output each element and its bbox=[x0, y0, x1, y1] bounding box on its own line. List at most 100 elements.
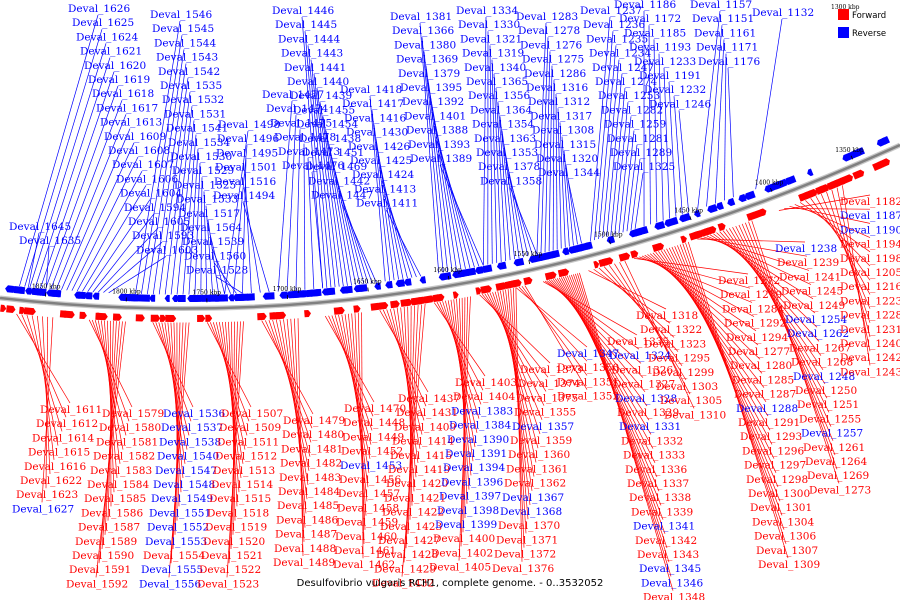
label-leader-line bbox=[230, 321, 238, 550]
tick-label: 1500 kbp bbox=[594, 231, 623, 238]
gene-label: Deval_1591 bbox=[69, 564, 131, 576]
forward-gene-arrow bbox=[0, 304, 7, 312]
gene-label: Deval_1383 bbox=[451, 405, 513, 417]
gene-label: Deval_1481 bbox=[281, 443, 343, 455]
label-leader-line bbox=[433, 122, 471, 269]
label-leader-line bbox=[565, 164, 578, 245]
forward-gene-arrow bbox=[79, 311, 87, 319]
gene-label: Deval_1286 bbox=[524, 68, 586, 80]
label-leader-line bbox=[316, 87, 344, 287]
label-leader-line bbox=[423, 51, 449, 272]
label-leader-line bbox=[624, 260, 695, 409]
label-leader-line bbox=[555, 93, 558, 250]
gene-label: Deval_1416 bbox=[344, 112, 406, 124]
label-leader-line bbox=[618, 116, 632, 234]
gene-label: Deval_1281 bbox=[607, 133, 669, 145]
reverse-gene-arrow bbox=[738, 193, 747, 203]
gene-label: Deval_1428 bbox=[376, 549, 438, 561]
gene-label: Deval_1237 bbox=[580, 5, 642, 17]
gene-label: Deval_1351 bbox=[557, 376, 619, 388]
reverse-gene-arrow bbox=[707, 204, 718, 213]
label-leader-line bbox=[499, 116, 515, 260]
label-leader-line bbox=[382, 309, 427, 407]
label-leader-line bbox=[557, 108, 562, 249]
gene-label: Deval_1247 bbox=[592, 62, 654, 74]
label-leader-line bbox=[709, 234, 814, 300]
gene-label: Deval_1515 bbox=[209, 493, 271, 505]
reverse-gene-arrow bbox=[172, 295, 178, 302]
label-leader-line bbox=[173, 322, 180, 507]
gene-label: Deval_1473 bbox=[278, 146, 340, 158]
label-leader-line bbox=[268, 320, 312, 443]
label-leader-line bbox=[182, 134, 197, 295]
gene-label: Deval_1272 bbox=[718, 275, 780, 287]
label-leader-line bbox=[307, 45, 332, 288]
label-leader-line bbox=[501, 130, 520, 259]
label-leader-line bbox=[598, 45, 617, 240]
gene-label: Deval_1627 bbox=[12, 503, 74, 515]
gene-label: Deval_1241 bbox=[779, 271, 841, 283]
gene-label: Deval_1427 bbox=[378, 535, 440, 547]
gene-label: Deval_1308 bbox=[532, 125, 594, 137]
gene-label: Deval_1236 bbox=[583, 19, 645, 31]
label-leader-line bbox=[379, 310, 429, 393]
gene-label: Deval_1580 bbox=[99, 422, 161, 434]
forward-gene-arrow bbox=[304, 310, 311, 318]
gene-label: Deval_1330 bbox=[458, 19, 520, 31]
gene-label: Deval_1622 bbox=[20, 475, 82, 487]
label-leader-line bbox=[716, 232, 818, 328]
gene-label: Deval_1553 bbox=[145, 536, 207, 548]
gene-label: Deval_1335 bbox=[607, 336, 669, 348]
forward-gene-arrow bbox=[160, 314, 167, 322]
forward-gene-arrow bbox=[436, 293, 445, 302]
label-leader-line bbox=[141, 35, 183, 295]
forward-gene-arrow bbox=[338, 306, 345, 315]
gene-label: Deval_1232 bbox=[644, 84, 706, 96]
gene-label: Deval_1264 bbox=[805, 456, 867, 468]
reverse-gene-arrow bbox=[279, 291, 288, 299]
gene-label: Deval_1614 bbox=[32, 432, 94, 444]
gene-label: Deval_1171 bbox=[696, 42, 758, 54]
gene-label: Deval_1405 bbox=[429, 562, 491, 574]
label-leader-line bbox=[21, 314, 67, 418]
label-leader-line bbox=[678, 110, 690, 213]
gene-label: Deval_1487 bbox=[275, 529, 337, 541]
label-leader-line bbox=[697, 10, 721, 210]
forward-gene-arrow bbox=[452, 291, 459, 299]
label-leader-line bbox=[325, 130, 357, 285]
label-leader-line bbox=[544, 51, 551, 253]
gene-label: Deval_1611 bbox=[40, 404, 102, 416]
gene-label: Deval_1520 bbox=[203, 536, 265, 548]
gene-label: Deval_1423 bbox=[380, 521, 442, 533]
gene-label: Deval_1374 bbox=[518, 378, 580, 390]
gene-label: Deval_1593 bbox=[132, 230, 194, 242]
gene-label: Deval_1507 bbox=[221, 408, 283, 420]
gene-label: Deval_1274 bbox=[595, 76, 657, 88]
gene-label: Deval_1268 bbox=[791, 357, 853, 369]
gene-label: Deval_1474 bbox=[266, 103, 328, 115]
gene-label: Deval_1585 bbox=[84, 493, 146, 505]
gene-label: Deval_1356 bbox=[468, 90, 530, 102]
forward-gene-arrow bbox=[840, 174, 853, 185]
label-leader-line bbox=[337, 187, 373, 284]
gene-label: Deval_1235 bbox=[586, 33, 648, 45]
gene-label: Deval_1378 bbox=[478, 161, 540, 173]
gene-label: Deval_1564 bbox=[180, 222, 242, 234]
label-leader-line bbox=[401, 303, 426, 577]
gene-label: Deval_1315 bbox=[534, 139, 596, 151]
label-leader-line bbox=[158, 77, 189, 295]
label-leader-line bbox=[614, 102, 629, 235]
reverse-gene-arrow bbox=[786, 175, 797, 185]
forward-gene-arrow bbox=[205, 314, 213, 322]
label-leader-line bbox=[207, 219, 220, 295]
gene-label: Deval_1288 bbox=[736, 403, 798, 415]
reverse-gene-arrow bbox=[385, 280, 393, 289]
reverse-gene-arrow bbox=[654, 221, 666, 230]
reverse-gene-arrow bbox=[496, 261, 507, 270]
tick-mark bbox=[447, 275, 450, 280]
gene-label: Deval_1605 bbox=[128, 216, 190, 228]
gene-label: Deval_1494 bbox=[213, 190, 275, 202]
reverse-gene-arrow bbox=[92, 292, 100, 300]
gene-label: Deval_1420 bbox=[386, 478, 448, 490]
label-leader-line bbox=[357, 312, 365, 545]
